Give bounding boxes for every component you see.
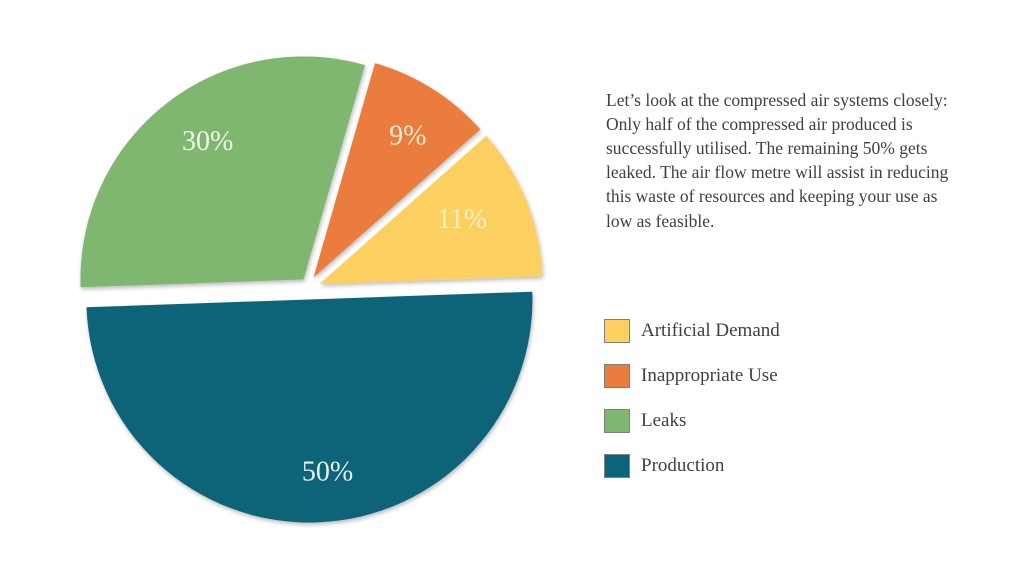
svg-text:9%: 9% [389, 121, 426, 152]
svg-text:11%: 11% [437, 204, 487, 235]
svg-text:30%: 30% [182, 126, 233, 157]
svg-text:50%: 50% [302, 457, 353, 488]
